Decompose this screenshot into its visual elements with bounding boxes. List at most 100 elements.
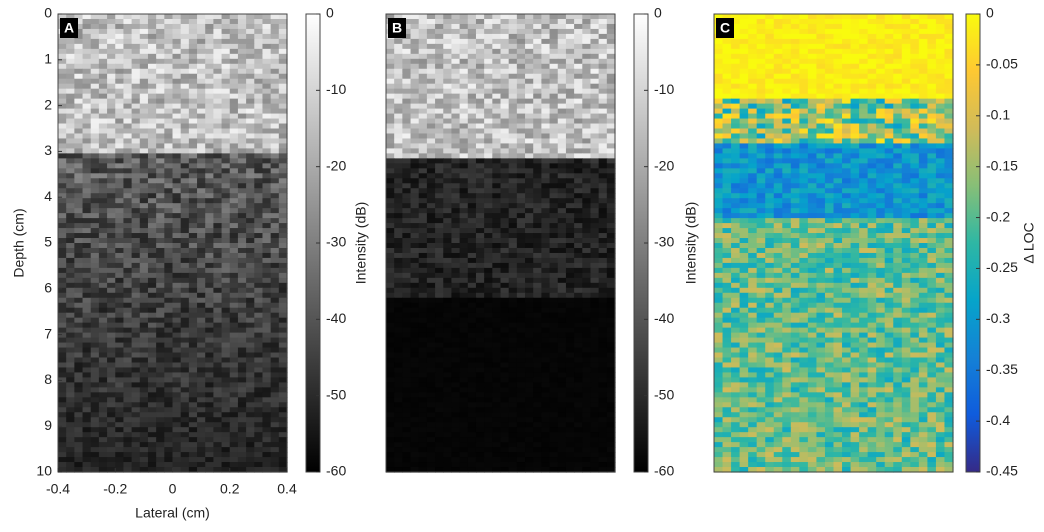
image-cell	[435, 397, 444, 403]
image-cell	[222, 412, 231, 418]
image-cell	[509, 382, 518, 388]
image-cell	[394, 148, 403, 154]
image-cell	[197, 243, 206, 249]
image-cell	[164, 258, 173, 264]
image-cell	[533, 49, 542, 55]
image-cell	[74, 54, 83, 60]
image-cell	[262, 432, 271, 438]
image-cell	[460, 89, 469, 95]
image-cell	[394, 392, 403, 398]
image-cell	[386, 158, 395, 164]
image-cell	[74, 208, 83, 214]
image-cell	[476, 29, 485, 35]
image-cell	[66, 407, 75, 413]
image-cell	[181, 99, 190, 105]
image-cell	[66, 298, 75, 304]
image-cell	[541, 158, 550, 164]
image-cell	[222, 422, 231, 428]
image-cell	[501, 99, 510, 105]
image-cell	[140, 213, 149, 219]
image-cell	[58, 133, 67, 139]
image-cell	[74, 203, 83, 209]
image-cell	[386, 283, 395, 289]
image-cell	[173, 173, 182, 179]
image-cell	[394, 158, 403, 164]
image-cell	[107, 427, 116, 433]
image-cell	[197, 89, 206, 95]
image-cell	[501, 233, 510, 239]
image-cell	[74, 193, 83, 199]
image-cell	[435, 54, 444, 60]
image-cell	[132, 348, 141, 354]
image-cell	[213, 34, 222, 40]
image-cell	[279, 133, 288, 139]
image-cell	[230, 457, 239, 463]
image-cell	[402, 412, 411, 418]
image-cell	[517, 188, 526, 194]
image-cell	[386, 318, 395, 324]
image-cell	[574, 193, 583, 199]
image-cell	[386, 89, 395, 95]
image-cell	[83, 278, 92, 284]
image-cell	[451, 372, 460, 378]
image-cell	[607, 14, 616, 20]
image-cell	[476, 353, 485, 359]
image-cell	[74, 119, 83, 125]
image-cell	[460, 129, 469, 135]
image-cell	[173, 392, 182, 398]
image-cell	[533, 44, 542, 50]
image-cell	[435, 328, 444, 334]
image-cell	[492, 94, 501, 100]
image-cell	[550, 188, 559, 194]
image-cell	[582, 14, 591, 20]
x-tick-label: -0.4	[46, 481, 70, 497]
image-cell	[582, 104, 591, 110]
image-cell	[156, 223, 165, 229]
image-cell	[58, 129, 67, 135]
image-cell	[279, 353, 288, 359]
image-cell	[83, 19, 92, 25]
image-cell	[411, 99, 420, 105]
image-cell	[164, 328, 173, 334]
image-cell	[590, 14, 599, 20]
image-cell	[460, 358, 469, 364]
image-cell	[541, 19, 550, 25]
image-cell	[599, 303, 608, 309]
image-cell	[123, 213, 132, 219]
image-cell	[279, 223, 288, 229]
image-cell	[419, 173, 428, 179]
image-cell	[279, 89, 288, 95]
image-cell	[271, 79, 280, 85]
image-cell	[574, 258, 583, 264]
image-cell	[460, 218, 469, 224]
image-cell	[509, 273, 518, 279]
image-cell	[74, 303, 83, 309]
image-cell	[574, 333, 583, 339]
image-cell	[123, 49, 132, 55]
image-cell	[230, 74, 239, 80]
image-cell	[99, 258, 108, 264]
image-cell	[148, 124, 157, 130]
image-cell	[435, 104, 444, 110]
image-cell	[123, 59, 132, 65]
image-cell	[140, 243, 149, 249]
image-cell	[599, 258, 608, 264]
image-cell	[197, 59, 206, 65]
image-cell	[468, 213, 477, 219]
image-cell	[590, 168, 599, 174]
image-cell	[492, 19, 501, 25]
image-cell	[115, 19, 124, 25]
image-cell	[213, 238, 222, 244]
image-cell	[107, 278, 116, 284]
image-cell	[83, 452, 92, 458]
image-cell	[558, 338, 567, 344]
image-cell	[419, 328, 428, 334]
image-cell	[132, 183, 141, 189]
image-cell	[140, 323, 149, 329]
image-cell	[254, 129, 263, 135]
image-cell	[271, 74, 280, 80]
image-cell	[262, 163, 271, 169]
image-cell	[533, 278, 542, 284]
image-cell	[541, 74, 550, 80]
image-cell	[509, 348, 518, 354]
